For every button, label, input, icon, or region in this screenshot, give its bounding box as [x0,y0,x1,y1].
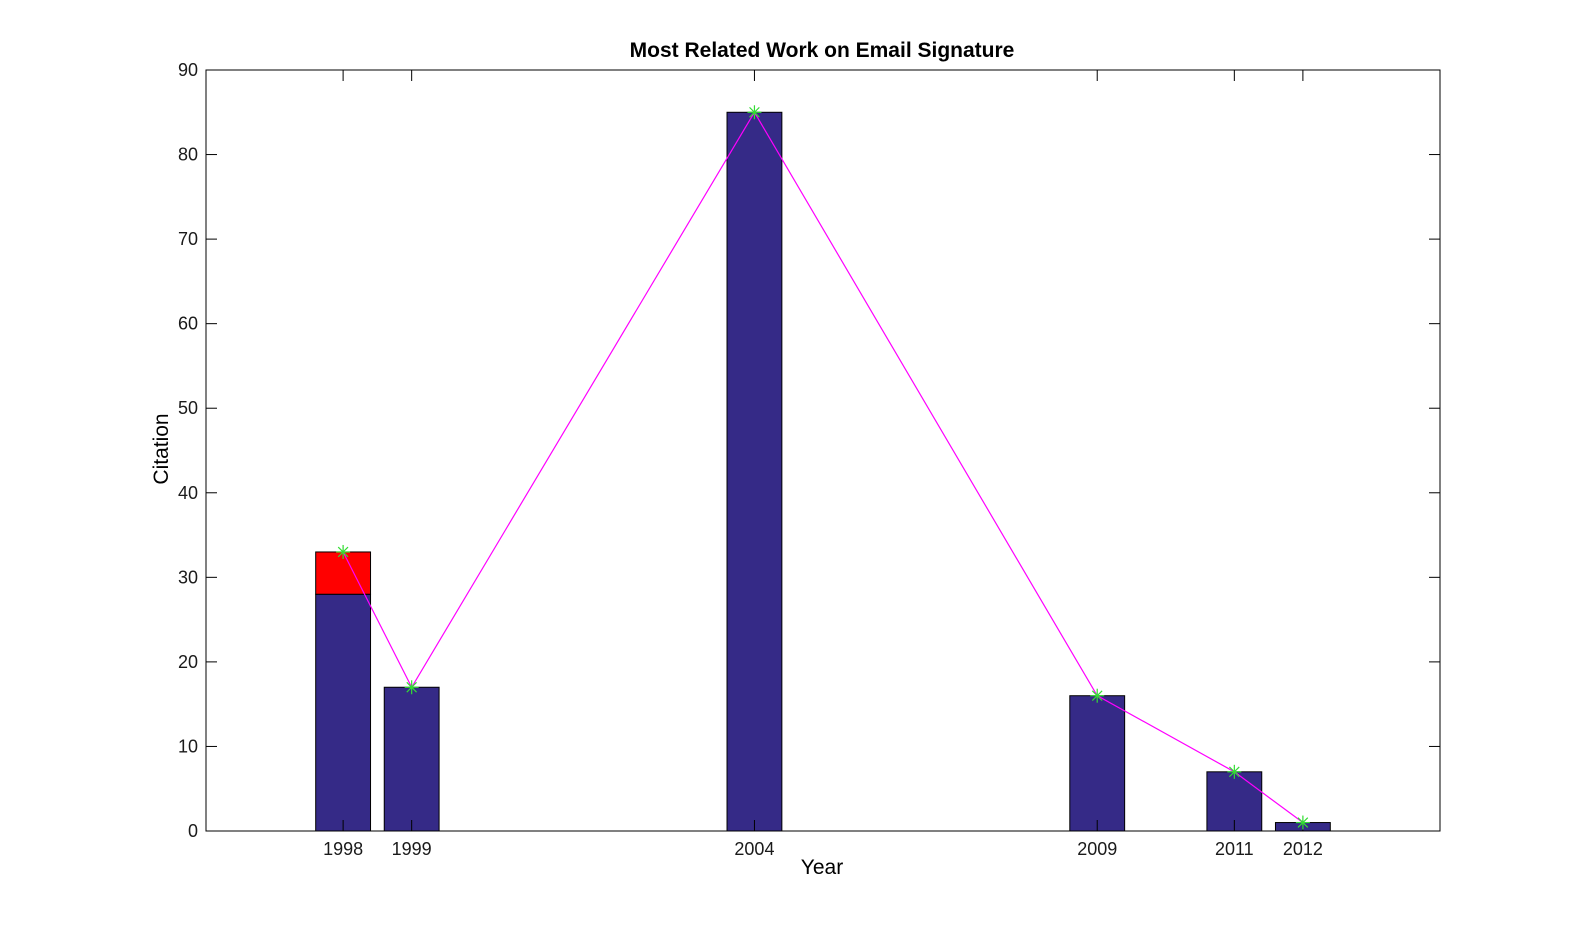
y-tick-label-30: 30 [178,567,198,587]
x-tick-label-1998: 1998 [323,839,363,859]
x-tick-label-2009: 2009 [1077,839,1117,859]
y-tick-label-20: 20 [178,652,198,672]
point-marker-2011 [1227,764,1242,779]
bar-1998-segment-1 [315,593,372,832]
trend-line [342,111,1304,824]
y-tick-label-50: 50 [178,398,198,418]
y-tick-label-80: 80 [178,145,198,165]
point-marker-2004 [747,105,762,120]
plot-area: 0 10 20 30 40 50 60 70 80 90 1998 1999 2004 2009 2011 2… [178,60,1441,859]
y-tick-label-40: 40 [178,483,198,503]
y-tick-label-10: 10 [178,736,198,756]
x-axis-title: Year [801,856,843,879]
bar-2004-segment-1 [726,111,783,832]
point-marker-1999 [404,680,419,695]
x-tick-label-2011: 2011 [1215,839,1254,859]
point-marker-2009 [1090,688,1105,703]
point-marker-1998 [336,544,351,559]
x-tick-label-1999: 1999 [392,839,432,859]
x-tick-label-2004: 2004 [734,839,774,859]
y-axis-title: Citation [150,413,173,484]
y-tick-label-60: 60 [178,314,198,334]
y-tick-label-0: 0 [188,821,198,841]
plot-frame [205,69,1441,832]
x-tick-label-2012: 2012 [1283,839,1323,859]
point-marker-2012 [1295,815,1310,830]
y-tick-label-70: 70 [178,229,198,249]
chart-title: Most Related Work on Email Signature [630,39,1015,62]
bar-2009-segment-1 [1069,695,1126,832]
y-tick-label-90: 90 [178,60,198,80]
bar-1999-segment-1 [383,686,440,832]
